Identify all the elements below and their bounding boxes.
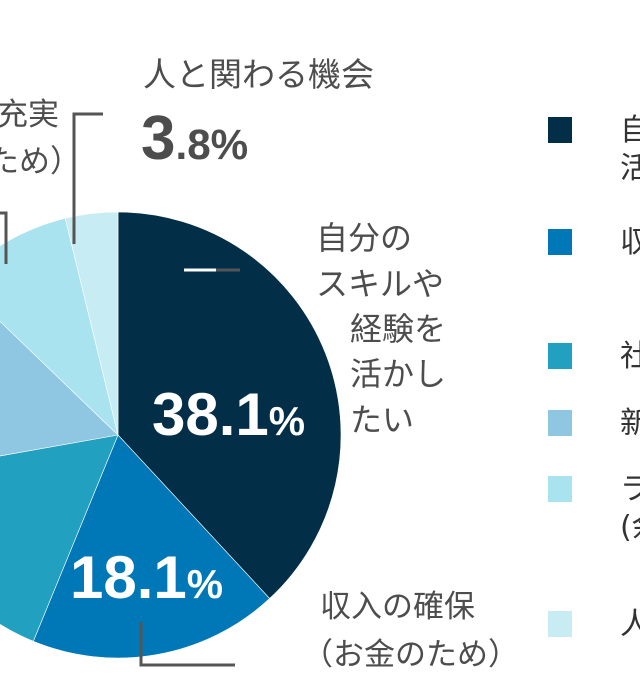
pie-slice-1 <box>32 434 271 659</box>
skill-label-line: 活かし <box>350 355 447 393</box>
pie-slice-2 <box>0 434 119 642</box>
income-label-line2: （お金のため） <box>302 637 519 673</box>
left-label-line1: 充実 <box>0 97 59 133</box>
legend-label: 自 <box>620 113 640 148</box>
legend-label: 新 <box>620 406 640 441</box>
legend-swatch <box>548 343 572 369</box>
leader-line-people <box>72 112 103 244</box>
legend-label: 社 <box>620 339 640 374</box>
people-label: 人と関わる機会 <box>143 55 374 94</box>
income-percent-main: 18.1 <box>70 544 187 611</box>
leader-line-income <box>139 622 235 667</box>
legend-swatch <box>548 410 572 436</box>
legend-swatch <box>548 117 572 143</box>
pie-slice-5 <box>64 211 119 436</box>
skill-label-line: 自分の <box>316 219 413 257</box>
legend-label: (余 <box>620 510 640 545</box>
income-percent: 18.1% <box>70 548 223 608</box>
legend-label: 人 <box>620 607 640 642</box>
skill-label-line: 経験を <box>350 310 447 348</box>
people-percent-rest: .8% <box>175 121 249 168</box>
income-label-line1: 収入の確保 <box>320 589 475 625</box>
skill-percent-unit: % <box>268 398 306 444</box>
people-percent: 3.8% <box>141 108 248 170</box>
legend-swatch <box>548 229 572 255</box>
people-percent-main: 3 <box>141 104 176 173</box>
pie-slice-3 <box>0 320 119 457</box>
legend-swatch <box>548 611 572 637</box>
pie-slice-0 <box>117 211 342 599</box>
legend-label: 収 <box>620 225 640 260</box>
left-label-line2: ため） <box>0 144 81 180</box>
skill-label-line: たい <box>350 401 415 439</box>
legend-label: 活 <box>620 151 640 186</box>
leader-line-left <box>0 211 8 264</box>
legend-swatch <box>548 476 572 502</box>
skill-percent: 38.1% <box>152 385 305 445</box>
skill-percent-main: 38.1 <box>152 381 269 448</box>
legend-label: ラ <box>620 472 640 507</box>
skill-label-line: スキルや <box>316 265 445 303</box>
income-percent-unit: % <box>186 561 224 607</box>
